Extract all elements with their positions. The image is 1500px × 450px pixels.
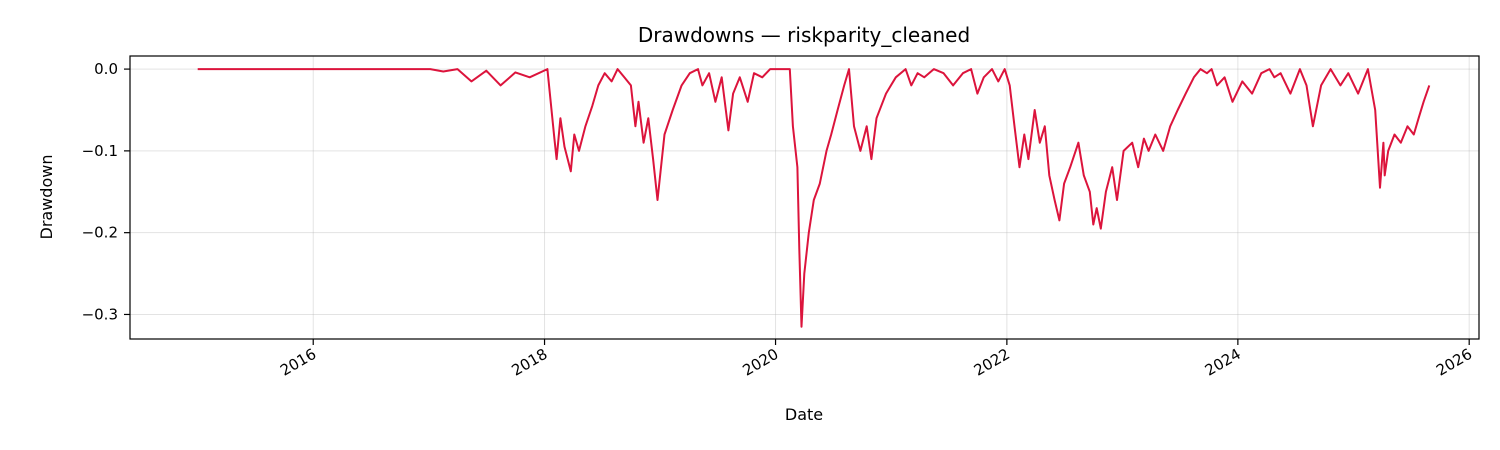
y-tick-label: −0.3 — [82, 305, 118, 323]
drawdown-series-line — [197, 68, 1431, 328]
grid-lines — [130, 56, 1479, 339]
chart-title: Drawdowns — riskparity_cleaned — [638, 23, 970, 47]
y-tick-label: −0.2 — [82, 224, 118, 242]
x-tick-label: 2016 — [277, 345, 319, 380]
x-tick-label: 2020 — [739, 345, 781, 380]
y-tick-label: 0.0 — [94, 60, 118, 78]
plot-frame — [129, 55, 1480, 340]
y-tick-label: −0.1 — [82, 142, 118, 160]
x-tick-label: 2024 — [1202, 345, 1244, 380]
x-tick-label: 2018 — [508, 345, 550, 380]
x-tick-label: 2026 — [1433, 345, 1475, 380]
x-tick-label: 2022 — [971, 345, 1013, 380]
series-layer — [197, 68, 1431, 328]
axis-ticks: 0.0 −0.1 −0.2 −0.3 2016 2018 2020 2022 2024 2026 — [82, 60, 1476, 379]
x-axis-label: Date — [785, 405, 823, 424]
y-axis-label: Drawdown — [37, 155, 56, 240]
